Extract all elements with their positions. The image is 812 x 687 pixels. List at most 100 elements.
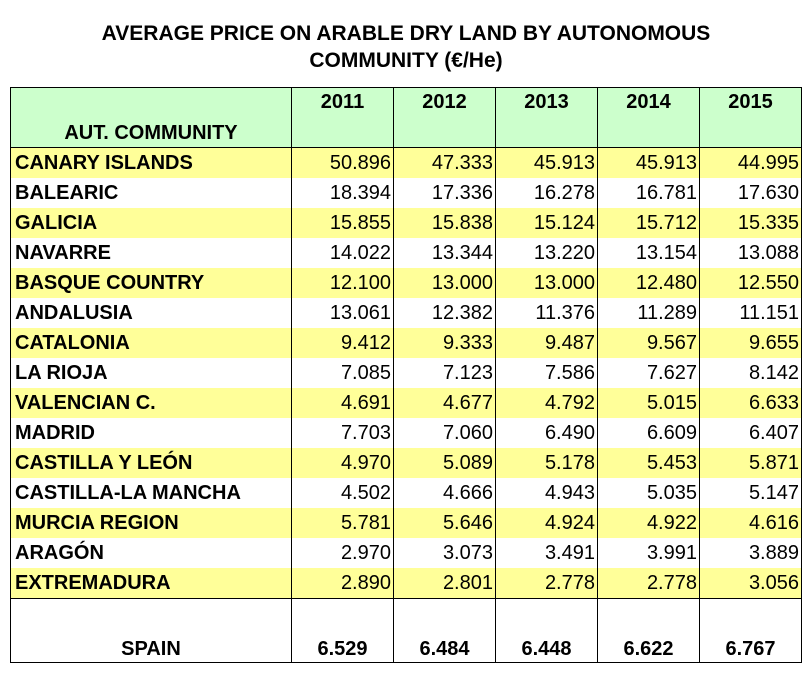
price-cell: 2.801 [393,568,496,599]
price-cell: 9.487 [495,328,598,358]
header-year: 2013 [495,87,598,148]
price-cell: 4.792 [495,388,598,418]
community-name: BASQUE COUNTRY [10,268,292,298]
price-cell: 4.924 [495,508,598,538]
total-cell: 6.448 [495,598,598,663]
community-name: NAVARRE [10,238,292,268]
price-cell: 4.677 [393,388,496,418]
price-cell: 12.100 [291,268,394,298]
price-cell: 45.913 [495,147,598,178]
price-cell: 6.407 [699,418,802,448]
header-year: 2012 [393,87,496,148]
price-cell: 12.382 [393,298,496,328]
community-name: CANARY ISLANDS [10,147,292,178]
price-cell: 6.609 [597,418,700,448]
price-cell: 11.289 [597,298,700,328]
price-cell: 9.567 [597,328,700,358]
price-cell: 5.453 [597,448,700,478]
community-name: VALENCIAN C. [10,388,292,418]
header-row: AUT. COMMUNITY 2011 2012 2013 2014 2015 [10,87,802,148]
table-row: BALEARIC 18.394 17.336 16.278 16.781 17.630 [10,178,802,208]
price-cell: 5.147 [699,478,802,508]
price-cell: 3.491 [495,538,598,568]
price-cell: 5.089 [393,448,496,478]
table-row: ANDALUSIA 13.061 12.382 11.376 11.289 11.151 [10,298,802,328]
price-cell: 3.889 [699,538,802,568]
price-cell: 7.123 [393,358,496,388]
table-row: NAVARRE 14.022 13.344 13.220 13.154 13.088 [10,238,802,268]
price-cell: 2.778 [495,568,598,599]
price-cell: 4.502 [291,478,394,508]
table-row: MADRID 7.703 7.060 6.490 6.609 6.407 [10,418,802,448]
table-row: BASQUE COUNTRY 12.100 13.000 13.000 12.480 12… [10,268,802,298]
price-cell: 15.124 [495,208,598,238]
price-cell: 3.056 [699,568,802,599]
price-cell: 5.178 [495,448,598,478]
table-row: GALICIA 15.855 15.838 15.124 15.712 15.335 [10,208,802,238]
community-name: BALEARIC [10,178,292,208]
price-cell: 15.335 [699,208,802,238]
table-row: CASTILLA Y LEÓN 4.970 5.089 5.178 5.453 5.871 [10,448,802,478]
price-cell: 13.154 [597,238,700,268]
title-line-1: AVERAGE PRICE ON ARABLE DRY LAND BY AUTO… [101,22,711,45]
price-cell: 50.896 [291,147,394,178]
table-title: AVERAGE PRICE ON ARABLE DRY LAND BY AUTO… [0,20,812,74]
community-name: MADRID [10,418,292,448]
price-cell: 8.142 [699,358,802,388]
price-cell: 6.633 [699,388,802,418]
price-cell: 4.666 [393,478,496,508]
price-cell: 7.085 [291,358,394,388]
price-cell: 44.995 [699,147,802,178]
title-line-2: COMMUNITY (€/He) [309,49,503,72]
price-cell: 2.970 [291,538,394,568]
price-cell: 2.778 [597,568,700,599]
price-cell: 4.970 [291,448,394,478]
price-cell: 13.061 [291,298,394,328]
total-row: SPAIN 6.529 6.484 6.448 6.622 6.767 [10,598,802,663]
price-cell: 12.480 [597,268,700,298]
community-name: EXTREMADURA [10,568,292,599]
price-cell: 7.586 [495,358,598,388]
community-name: ARAGÓN [10,538,292,568]
price-cell: 3.073 [393,538,496,568]
price-cell: 9.412 [291,328,394,358]
community-name: LA RIOJA [10,358,292,388]
community-name: CATALONIA [10,328,292,358]
price-cell: 15.838 [393,208,496,238]
price-cell: 11.376 [495,298,598,328]
price-cell: 16.781 [597,178,700,208]
community-name: GALICIA [10,208,292,238]
price-cell: 47.333 [393,147,496,178]
total-cell: 6.529 [291,598,394,663]
total-cell: 6.622 [597,598,700,663]
price-cell: 5.035 [597,478,700,508]
price-cell: 18.394 [291,178,394,208]
price-cell: 3.991 [597,538,700,568]
total-name: SPAIN [10,598,292,663]
table-row: EXTREMADURA 2.890 2.801 2.778 2.778 3.056 [10,568,802,599]
table-row: ARAGÓN 2.970 3.073 3.491 3.991 3.889 [10,538,802,568]
total-cell: 6.484 [393,598,496,663]
table-header: AUT. COMMUNITY 2011 2012 2013 2014 2015 [10,87,802,148]
price-cell: 4.691 [291,388,394,418]
price-cell: 9.333 [393,328,496,358]
price-cell: 4.943 [495,478,598,508]
price-cell: 2.890 [291,568,394,599]
price-cell: 5.871 [699,448,802,478]
price-cell: 5.781 [291,508,394,538]
price-cell: 13.088 [699,238,802,268]
price-cell: 11.151 [699,298,802,328]
community-name: ANDALUSIA [10,298,292,328]
price-cell: 13.000 [495,268,598,298]
header-year: 2014 [597,87,700,148]
header-year: 2015 [699,87,802,148]
price-cell: 4.616 [699,508,802,538]
community-name: MURCIA REGION [10,508,292,538]
price-cell: 13.344 [393,238,496,268]
price-cell: 17.630 [699,178,802,208]
price-table: AUT. COMMUNITY 2011 2012 2013 2014 2015 … [10,87,802,663]
table-row: CATALONIA 9.412 9.333 9.487 9.567 9.655 [10,328,802,358]
price-cell: 7.703 [291,418,394,448]
community-name: CASTILLA Y LEÓN [10,448,292,478]
table-row: VALENCIAN C. 4.691 4.677 4.792 5.015 6.633 [10,388,802,418]
